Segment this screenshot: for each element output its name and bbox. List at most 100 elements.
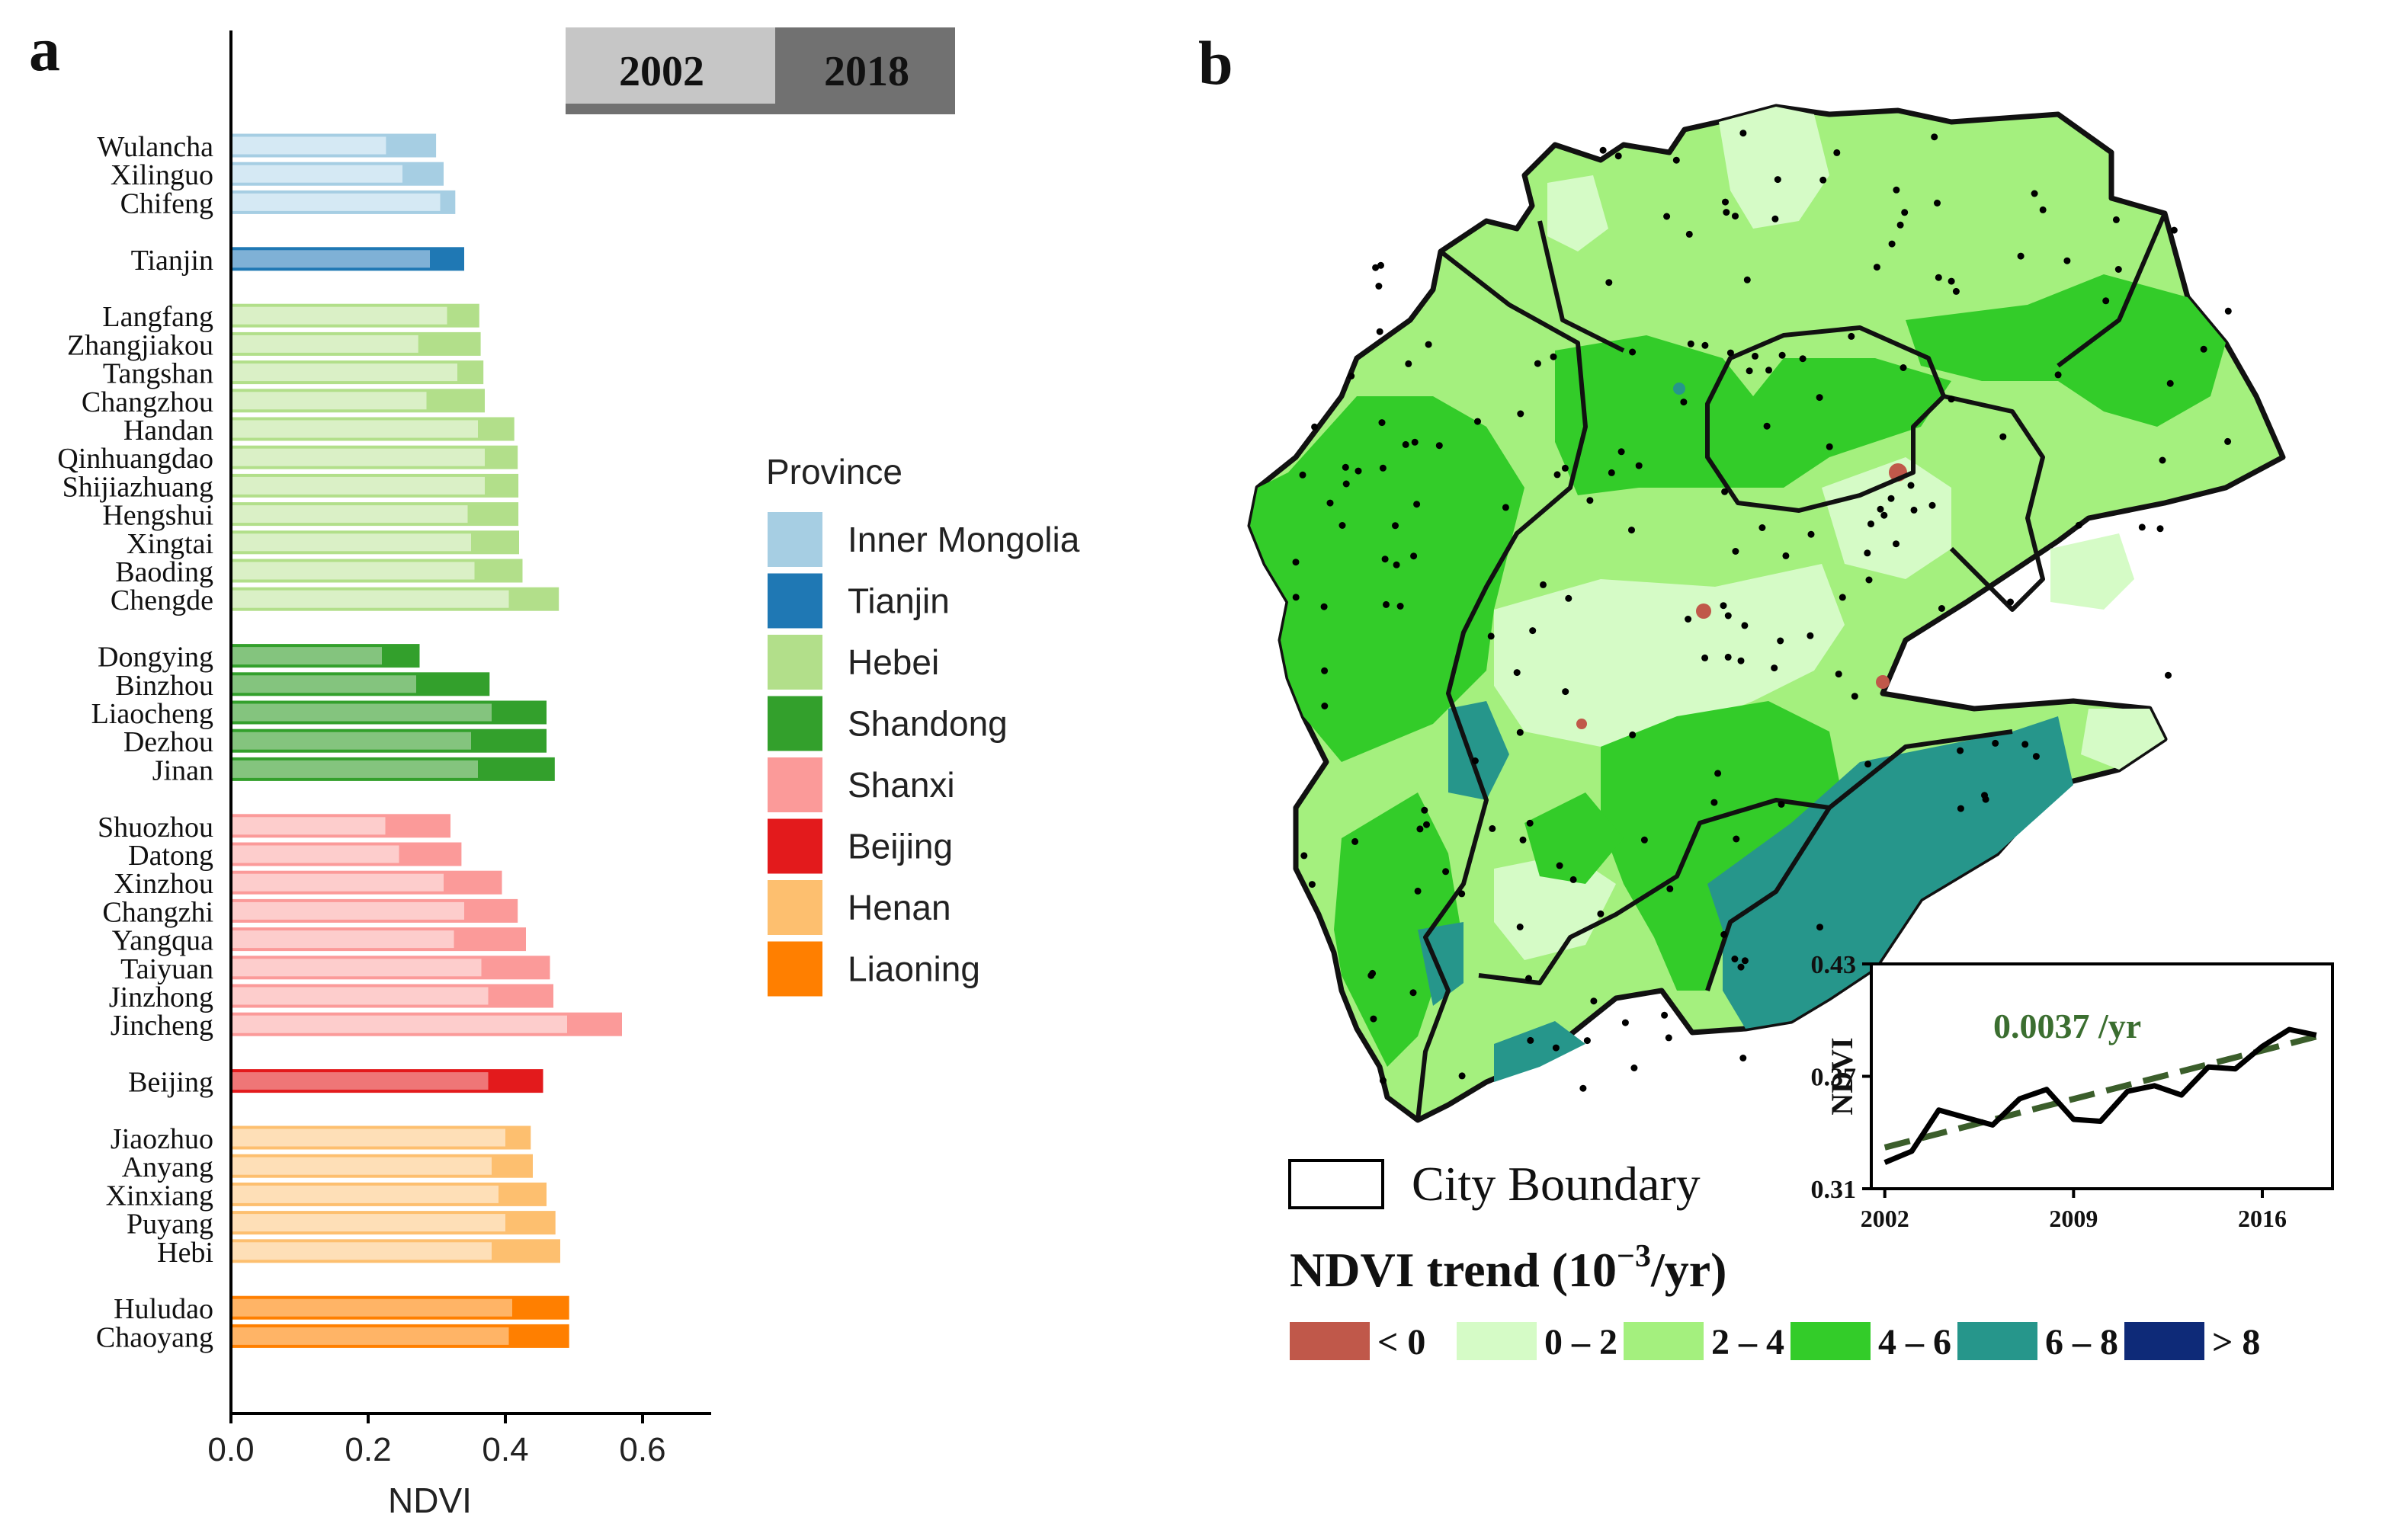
city-dot bbox=[1763, 422, 1771, 430]
province-legend-label: Inner Mongolia bbox=[848, 520, 1080, 559]
city-dot bbox=[1771, 664, 1778, 672]
city-label: Xingtai bbox=[127, 528, 213, 560]
city-dot bbox=[1569, 876, 1577, 883]
inset-ndvi-line bbox=[1883, 1026, 2317, 1165]
trend-legend-swatch bbox=[1791, 1322, 1871, 1360]
city-dot bbox=[2224, 437, 2232, 445]
city-dot bbox=[1848, 332, 1855, 340]
panel-b-label: b bbox=[1198, 28, 1233, 98]
city-dot bbox=[1737, 963, 1745, 971]
city-dot bbox=[1414, 887, 1422, 895]
city-dot bbox=[1421, 806, 1428, 814]
inset-y-axis-title: NDVI bbox=[1825, 1037, 1859, 1115]
trend-legend-label: > 8 bbox=[2212, 1322, 2260, 1362]
bar-2002 bbox=[231, 476, 485, 495]
city-label: Changzhi bbox=[102, 896, 213, 928]
bar-2002 bbox=[231, 505, 468, 523]
city-dot bbox=[1516, 924, 1524, 930]
city-dot bbox=[1308, 881, 1316, 888]
bar-2002 bbox=[231, 306, 447, 325]
city-dot bbox=[1839, 594, 1846, 601]
city-dot bbox=[1425, 341, 1432, 348]
city-dot bbox=[1597, 910, 1605, 917]
bar-2002 bbox=[231, 817, 386, 835]
city-dot bbox=[1553, 471, 1561, 479]
inset-trend-annotation: 0.0037 /yr bbox=[1993, 1007, 2141, 1045]
year-legend-2018-label: 2018 bbox=[824, 48, 909, 95]
city-label: Tianjin bbox=[131, 245, 213, 277]
trend-legend-label: 6 – 8 bbox=[2045, 1322, 2118, 1362]
city-dot bbox=[1378, 419, 1386, 427]
city-dot bbox=[1732, 213, 1739, 220]
city-dot bbox=[1701, 341, 1709, 349]
province-legend-label: Hebei bbox=[848, 642, 939, 682]
year-legend: 2002 2018 bbox=[566, 27, 955, 114]
bar-2002 bbox=[231, 1214, 505, 1232]
city-dot bbox=[1685, 616, 1692, 623]
city-label: Jiaozhuo bbox=[111, 1123, 213, 1155]
city-dot bbox=[1722, 198, 1729, 206]
bar-2002 bbox=[231, 987, 489, 1005]
city-dot bbox=[1724, 612, 1732, 620]
city-dot bbox=[1534, 360, 1541, 367]
city-dot bbox=[2165, 671, 2172, 679]
city-label: Binzhou bbox=[115, 670, 213, 702]
city-dot bbox=[1471, 757, 1479, 764]
city-dot bbox=[1502, 504, 1509, 511]
city-label: Dongying bbox=[98, 642, 213, 674]
bar-2002 bbox=[231, 647, 382, 665]
city-dot bbox=[1590, 997, 1598, 1005]
province-legend-swatch bbox=[768, 573, 822, 629]
city-dot bbox=[1380, 1077, 1387, 1084]
bar-2002 bbox=[231, 335, 418, 353]
city-dot bbox=[2007, 598, 2014, 606]
city-dot bbox=[1405, 360, 1412, 367]
inset-y-tick-label: 0.43 bbox=[1811, 951, 1857, 979]
city-dot bbox=[1680, 399, 1688, 406]
bar-2002 bbox=[231, 1242, 492, 1260]
city-dot bbox=[1372, 264, 1380, 271]
city-dot bbox=[1665, 1034, 1672, 1042]
inset-y-tick-label: 0.31 bbox=[1811, 1176, 1857, 1204]
city-dot bbox=[1599, 146, 1607, 154]
x-tick-label: 0.2 bbox=[345, 1431, 391, 1468]
city-label: Datong bbox=[128, 840, 213, 872]
city-dot bbox=[1935, 274, 1942, 281]
inset-x-tick-label: 2009 bbox=[2049, 1205, 2098, 1232]
city-dot bbox=[1778, 801, 1785, 808]
city-dot bbox=[1893, 186, 1900, 194]
city-dot bbox=[1739, 130, 1747, 137]
city-dot bbox=[1720, 602, 1727, 610]
city-dot bbox=[1887, 495, 1895, 502]
x-tick-label: 0.4 bbox=[482, 1431, 528, 1468]
city-dot bbox=[1807, 632, 1814, 639]
city-label: Xinxiang bbox=[106, 1180, 213, 1212]
city-dot bbox=[1640, 836, 1648, 844]
city-dot bbox=[1765, 367, 1772, 374]
bar-2002 bbox=[231, 448, 485, 466]
city-label: Taiyuan bbox=[120, 953, 213, 985]
city-dot bbox=[1377, 261, 1384, 269]
province-legend-label: Beijing bbox=[848, 827, 953, 866]
city-dot bbox=[1292, 559, 1300, 566]
trend-legend-label: 4 – 6 bbox=[1878, 1322, 1951, 1362]
bar-2002 bbox=[231, 732, 471, 750]
province-legend: Inner Mongolia Tianjin Hebei Shandong Shanxi… bbox=[768, 512, 1080, 997]
city-boundary-label: City Boundary bbox=[1412, 1157, 1701, 1211]
trend-legend-label: < 0 bbox=[1377, 1322, 1425, 1362]
bar-2002 bbox=[231, 1327, 509, 1345]
city-dot bbox=[1617, 448, 1625, 456]
city-dot bbox=[1672, 156, 1680, 164]
city-dot bbox=[1741, 622, 1749, 629]
city-label: Qinhuangdao bbox=[57, 443, 213, 475]
city-dot bbox=[1957, 805, 1964, 812]
city-dot bbox=[1826, 443, 1833, 450]
ndvi-trend-legend: < 0 0 – 2 2 – 4 4 – 6 6 – 8 > 8 bbox=[1290, 1322, 2260, 1362]
city-dot bbox=[2102, 297, 2110, 305]
city-label: Shijiazhuang bbox=[63, 471, 213, 503]
city-dot bbox=[1396, 603, 1404, 610]
ndvi-trend-title: NDVI trend (10−3/yr) bbox=[1290, 1239, 1726, 1297]
province-legend-label: Henan bbox=[848, 888, 951, 927]
city-dot bbox=[1910, 506, 1918, 514]
city-dot bbox=[1393, 561, 1400, 568]
